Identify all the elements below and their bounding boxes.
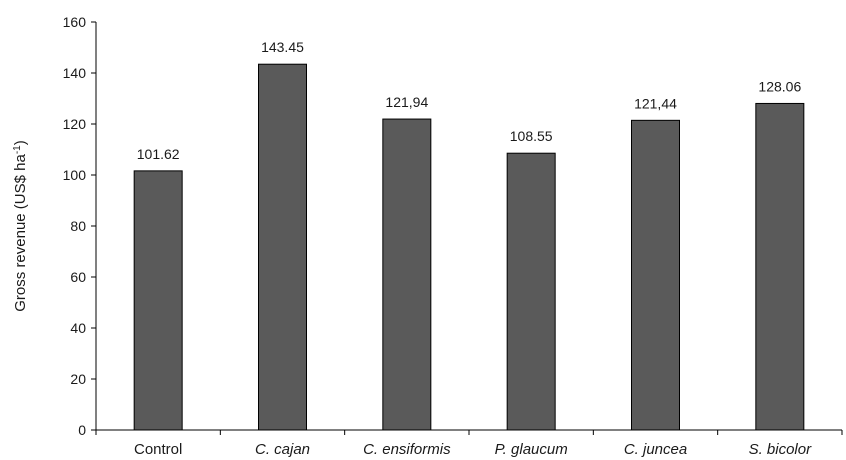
y-axis-title-main: Gross revenue (US$ ha [12, 154, 29, 312]
data-label: 101.62 [137, 146, 180, 162]
y-tick-label: 60 [70, 269, 86, 285]
x-category-label: P. glaucum [495, 441, 568, 458]
x-category-label: C. cajan [255, 441, 310, 458]
data-label: 108.55 [510, 128, 553, 144]
bar [755, 102, 805, 431]
x-category-label: Control [134, 441, 182, 458]
y-tick-label: 0 [78, 422, 86, 438]
bar [382, 118, 432, 431]
y-tick-label: 140 [63, 65, 87, 81]
y-tick-label: 20 [70, 371, 86, 387]
data-labels-group: 101.62 143.45 121,94 108.55 121,44 128.06 [137, 39, 802, 162]
bar [258, 63, 307, 431]
y-axis: 0 20 40 60 80 100 120 140 160 [63, 14, 97, 438]
bar [133, 170, 183, 431]
y-tick-label: 40 [70, 320, 86, 336]
y-axis-title-close: ) [12, 140, 29, 145]
x-category-label: S. bicolor [749, 441, 813, 458]
y-tick-label: 120 [63, 116, 87, 132]
bar [506, 152, 556, 431]
y-axis-title-superscript: -1 [12, 145, 23, 154]
x-category-label: C. juncea [624, 441, 687, 458]
y-tick-label: 160 [63, 14, 87, 30]
data-label: 143.45 [261, 39, 304, 55]
data-label: 121,94 [385, 94, 428, 110]
y-axis-title: Gross revenue (US$ ha-1) [12, 140, 29, 311]
data-label: 121,44 [634, 95, 677, 111]
x-category-label: C. ensiformis [363, 441, 451, 458]
bar [631, 119, 680, 431]
x-axis: Control C. cajan C. ensiformis P. glaucum C.… [95, 429, 843, 458]
y-tick-label: 100 [63, 167, 87, 183]
bars-group [133, 63, 805, 431]
data-label: 128.06 [758, 78, 801, 94]
y-tick-label: 80 [70, 218, 86, 234]
